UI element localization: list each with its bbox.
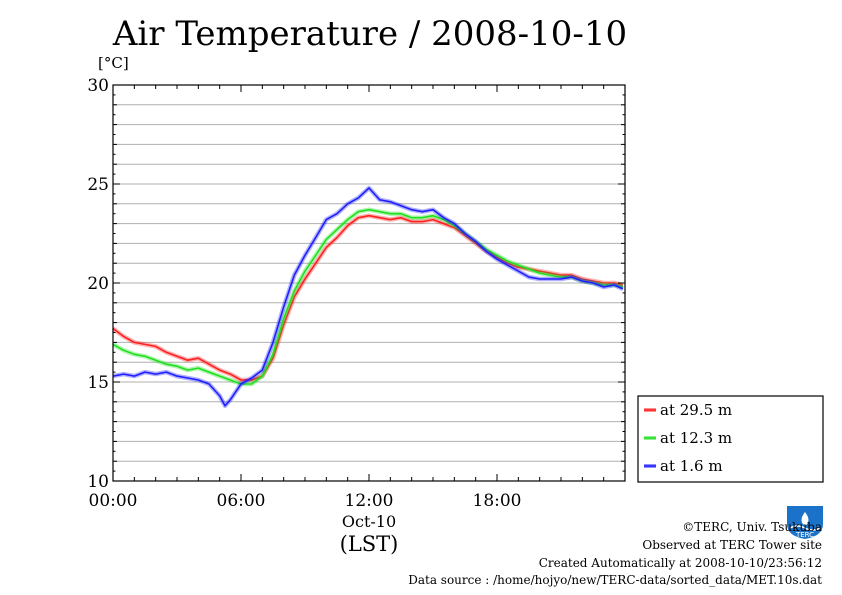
x-date-label: Oct-10 [342,512,396,531]
legend-label: at 12.3 m [660,429,732,447]
footer-created: Created Automatically at 2008-10-10/23:5… [538,556,822,570]
y-tick-label: 15 [87,373,109,393]
series-line-halo-0 [111,213,624,383]
y-tick-label: 25 [87,175,109,195]
y-tick-label: 10 [87,472,109,492]
series-line-halo-2 [112,185,624,409]
x-axis-label: (LST) [340,532,399,556]
series-line-2 [112,187,624,407]
axes: 10 15 20 25 30 00:00 06:00 12:00 18:00 Oct-10(LST… [87,76,626,556]
legend-label: at 29.5 m [660,401,732,419]
series-line-0 [112,214,624,381]
y-axis-unit: [°C] [98,54,129,72]
legend-label: at 1.6 m [660,457,723,475]
logo-text: TERC [795,531,814,539]
terc-logo-icon: TERC [785,504,825,540]
footer-copyright: ©TERC, Univ. Tsukuba [682,520,822,534]
legend: at 29.5 m at 12.3 m at 1.6 m [637,395,824,483]
grid-lines [113,104,625,462]
series-lines [111,185,624,409]
y-tick-label: 30 [87,76,109,96]
x-tick-label: 06:00 [217,491,266,511]
y-tick-label: 20 [87,274,109,294]
series-line-1 [112,208,624,385]
footer-observed: Observed at TERC Tower site [642,538,822,552]
footer-source: Data source : /home/hojyo/new/TERC-data/… [408,573,822,587]
legend-box [637,395,824,483]
chart-title: Air Temperature / 2008-10-10 [112,14,628,54]
x-tick-label: 18:00 [473,491,522,511]
x-tick-label: 00:00 [89,491,138,511]
x-tick-label: 12:00 [345,491,394,511]
